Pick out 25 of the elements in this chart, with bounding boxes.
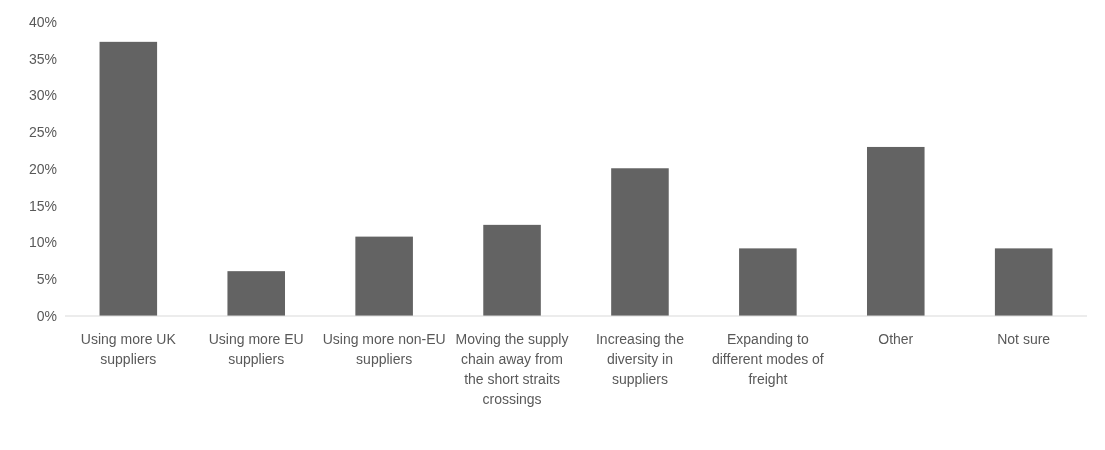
- bar: [867, 146, 925, 316]
- x-tick-label: Using more non-EU suppliers: [322, 331, 446, 367]
- x-tick-label: Using more EU suppliers: [208, 331, 304, 367]
- bar: [99, 41, 158, 316]
- x-tick-label: Using more UK suppliers: [80, 331, 177, 367]
- bar: [611, 168, 669, 316]
- y-tick-label: 40%: [28, 13, 57, 30]
- y-tick-label: 35%: [28, 50, 57, 67]
- y-tick-label: 0%: [36, 307, 57, 324]
- y-tick-label: 20%: [28, 160, 57, 177]
- bar: [483, 224, 541, 316]
- y-tick-label: 15%: [28, 197, 57, 214]
- y-tick-label: 30%: [28, 87, 57, 104]
- bar: [994, 248, 1053, 316]
- bar: [355, 236, 413, 316]
- x-tick-label: Increasing the diversity in suppliers: [595, 331, 685, 387]
- y-tick-label: 25%: [28, 124, 57, 141]
- y-tick-label: 5%: [36, 271, 57, 288]
- x-tick-label: Other: [878, 331, 914, 347]
- bar: [227, 271, 286, 316]
- x-tick-label: Moving the supply chain away from the short straits crossings: [455, 331, 569, 407]
- bar: [739, 248, 797, 316]
- x-tick-label: Expanding to different modes of freight: [711, 331, 824, 387]
- x-tick-label: Not sure: [997, 331, 1051, 347]
- y-tick-label: 10%: [28, 234, 57, 251]
